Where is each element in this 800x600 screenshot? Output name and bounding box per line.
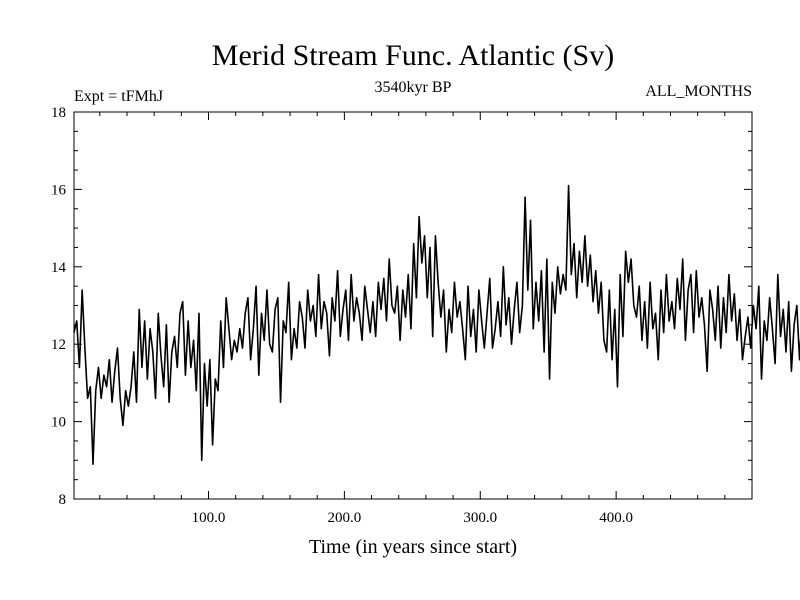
y-tick-label: 14	[51, 260, 67, 276]
y-tick-label: 12	[51, 337, 66, 353]
months-label: ALL_MONTHS	[645, 83, 752, 100]
x-tick-label: 200.0	[328, 510, 362, 526]
experiment-label: Expt = tFMhJ	[74, 88, 163, 105]
plot-frame	[73, 111, 753, 500]
x-axis-title: Time (in years since start)	[309, 536, 517, 558]
period-label: 3540kyr BP	[375, 79, 452, 96]
x-tick-label: 300.0	[463, 510, 497, 526]
y-tick-label: 10	[51, 415, 66, 431]
y-tick-label: 8	[59, 492, 67, 508]
y-tick-label: 16	[51, 182, 67, 198]
x-axis: 100.0 200.0 300.0 400.0	[99, 112, 753, 526]
y-tick-label: 18	[51, 105, 66, 121]
y-axis: 8 10 12 14 16 18	[51, 105, 752, 508]
x-tick-label: 100.0	[192, 510, 226, 526]
chart-title: Merid Stream Func. Atlantic (Sv)	[212, 39, 614, 72]
series-line	[73, 184, 800, 465]
x-tick-label: 400.0	[599, 510, 633, 526]
